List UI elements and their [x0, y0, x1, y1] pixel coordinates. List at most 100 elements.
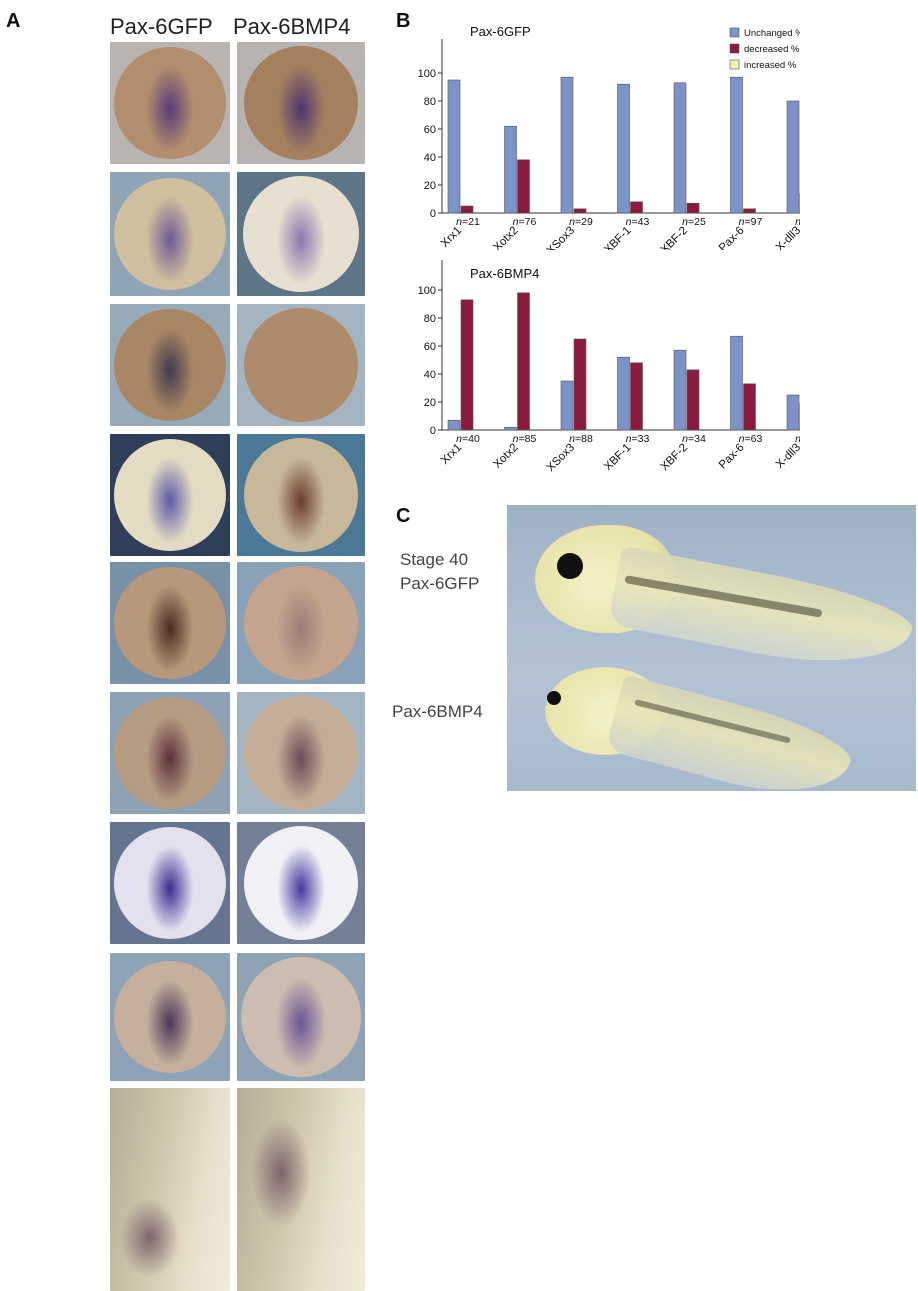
panel-c-label-bmp4: Pax-6BMP4: [392, 702, 483, 721]
panel-c-label-gfp: Stage 40 Pax-6GFP: [400, 550, 480, 593]
tadpole-bmp4: [545, 663, 857, 812]
embryo-image: [110, 953, 230, 1081]
legend-label: decreased %: [744, 44, 800, 55]
bar-unchanged: [617, 356, 630, 431]
embryo: [244, 696, 358, 810]
bar-decreased: [743, 208, 756, 214]
embryo: [114, 827, 226, 939]
embryo-image: [237, 42, 365, 164]
y-tick-label: 40: [424, 369, 436, 381]
legend-swatch: [729, 59, 740, 70]
bar-unchanged: [730, 335, 743, 431]
embryo: [114, 567, 226, 679]
n-label: n=25: [682, 216, 706, 228]
embryo-image: [237, 304, 365, 426]
embryo: [244, 566, 358, 680]
category-label: XBF-1: [602, 442, 634, 474]
bar-unchanged: [730, 76, 743, 214]
legend-swatch: [729, 43, 740, 54]
embryo: [244, 308, 358, 422]
section-stain: [251, 1118, 311, 1228]
embryo: [114, 309, 226, 421]
n-label: n=63: [739, 433, 763, 445]
embryo: [243, 176, 359, 292]
category-label: Xotx2: [491, 225, 520, 250]
n-label: n=33: [626, 433, 650, 445]
bar-decreased: [573, 208, 587, 214]
embryo: [114, 178, 226, 290]
embryo-image: [110, 822, 230, 944]
embryo: [244, 438, 358, 552]
bar-unchanged: [560, 380, 574, 431]
bar-unchanged: [504, 125, 517, 214]
category-label: Xotx2: [491, 442, 520, 471]
category-label: XBF-1: [602, 225, 634, 250]
embryo: [114, 47, 226, 159]
y-tick-label: 20: [424, 397, 436, 409]
bar-decreased: [743, 383, 756, 431]
embryo: [114, 439, 226, 551]
embryo-image: [237, 562, 365, 684]
legend-label: Unchanged %: [744, 28, 800, 39]
y-tick-label: 80: [424, 96, 436, 108]
y-tick-label: 80: [424, 313, 436, 325]
embryo-image: [110, 692, 230, 814]
embryo-image: [110, 42, 230, 164]
n-label: n=76: [513, 216, 537, 228]
n-label: n=29: [569, 216, 593, 228]
embryo-image: [237, 953, 365, 1081]
embryo-image: [237, 434, 365, 556]
bar-decreased: [686, 202, 700, 214]
bar-unchanged: [504, 426, 517, 431]
embryo-image: [110, 434, 230, 556]
n-label: n=21: [456, 216, 480, 228]
n-label: n=34: [682, 433, 706, 445]
tadpole-gfp: [535, 525, 918, 682]
n-label: n=43: [626, 216, 650, 228]
legend-swatch: [729, 27, 740, 38]
category-label: XSox3: [545, 442, 577, 474]
bar-unchanged: [673, 349, 687, 431]
column-header-gfp: Pax-6GFP: [110, 14, 213, 39]
category-label: Pax-6: [717, 442, 747, 472]
embryo-image: [110, 562, 230, 684]
n-label: n=85: [513, 433, 537, 445]
bar-unchanged: [786, 100, 800, 214]
y-tick-label: 0: [430, 208, 436, 220]
category-label: X-dll3: [774, 225, 800, 250]
y-tick-label: 60: [424, 124, 436, 136]
y-tick-label: 40: [424, 152, 436, 164]
bar-decreased: [460, 205, 474, 214]
bar-decreased: [630, 201, 643, 214]
embryo: [244, 46, 358, 160]
tadpole-photo: [507, 505, 918, 812]
category-label: Pax-6: [717, 225, 747, 250]
embryo: [114, 697, 226, 809]
category-label: Xrx1: [439, 225, 464, 250]
embryo-image: [110, 1088, 230, 1291]
embryo: [244, 826, 358, 940]
y-tick-label: 20: [424, 180, 436, 192]
bar-decreased: [686, 369, 700, 431]
bar-unchanged: [673, 82, 687, 214]
bar-decreased: [630, 362, 643, 431]
embryo-image: [237, 692, 365, 814]
bar-decreased: [517, 159, 530, 214]
bar-unchanged: [560, 76, 574, 214]
category-label: XBF-2: [659, 225, 691, 250]
category-label: XSox3: [545, 225, 577, 250]
bar-unchanged: [786, 394, 800, 431]
embryo: [114, 961, 226, 1073]
legend-label: increased %: [744, 60, 797, 71]
panel-label-b: B: [396, 10, 411, 32]
embryo-image: [110, 304, 230, 426]
embryo-image: [237, 1088, 365, 1291]
y-tick-label: 60: [424, 341, 436, 353]
column-header-bmp4: Pax-6BMP4: [233, 14, 351, 39]
chart-title: Pax-6GFP: [470, 24, 531, 39]
category-label: X-dll3: [774, 442, 800, 471]
bar-decreased: [460, 299, 474, 431]
n-label: n=40: [456, 433, 480, 445]
